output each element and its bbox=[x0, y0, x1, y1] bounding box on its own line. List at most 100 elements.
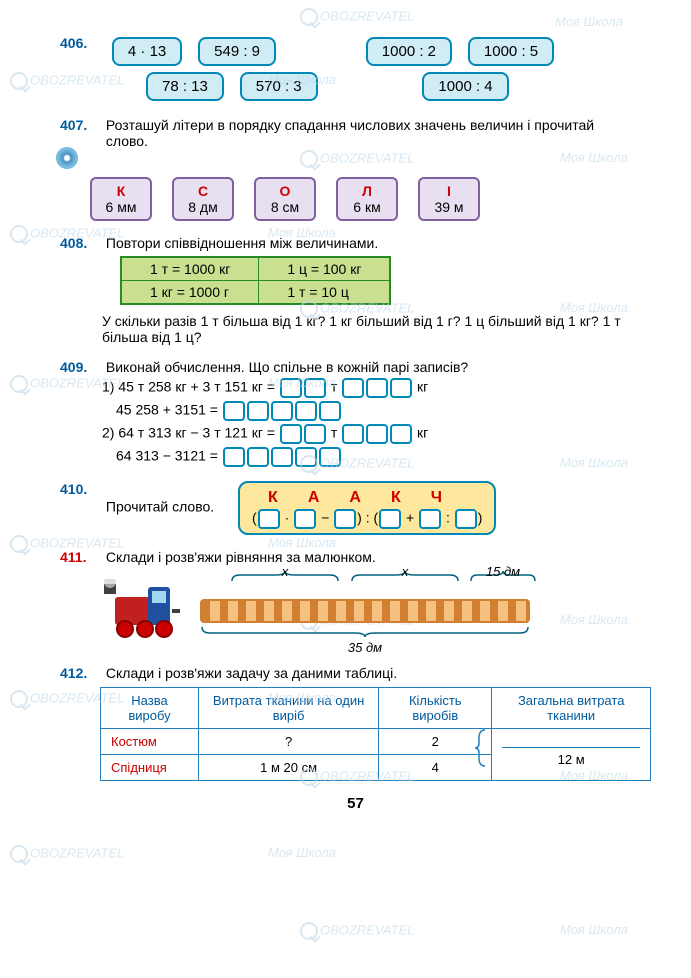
letter-card: Л6 км bbox=[336, 177, 398, 221]
letter-card: С8 дм bbox=[172, 177, 234, 221]
calc-line: 45 258 + 3151 = bbox=[116, 401, 651, 421]
answer-box[interactable] bbox=[271, 401, 293, 421]
watermark: OBOZREVATEL bbox=[300, 8, 414, 26]
letter-card: К6 мм bbox=[90, 177, 152, 221]
answer-box[interactable] bbox=[319, 447, 341, 467]
watermark: Моя Школа bbox=[555, 14, 623, 29]
calc-line: 64 313 − 3121 = bbox=[116, 447, 651, 467]
calc-line: 2) 64 т 313 кг − 3 т 121 кг = т кг bbox=[102, 424, 651, 444]
train-icon bbox=[100, 579, 200, 644]
task-num-409: 409. bbox=[60, 359, 102, 375]
train-diagram: x x 15 дм 35 дм bbox=[100, 571, 651, 651]
table-cell: 1 м 20 см bbox=[199, 755, 379, 781]
table-header: Назва виробу bbox=[101, 688, 199, 729]
expr-box: 78 : 13 bbox=[146, 72, 224, 101]
answer-box[interactable] bbox=[280, 424, 302, 444]
task-409: 409. Виконай обчислення. Що спільне в ко… bbox=[60, 359, 651, 467]
unit: кг bbox=[417, 425, 428, 441]
task-409-text: Виконай обчислення. Що спільне в кожній … bbox=[106, 359, 636, 375]
task-408-q: У скільки разів 1 т більша від 1 кг? 1 к… bbox=[102, 313, 632, 345]
unit-cell: 1 т = 1000 кг bbox=[121, 257, 259, 281]
answer-box[interactable] bbox=[280, 378, 302, 398]
brace-x2: x bbox=[350, 571, 460, 579]
answer-box[interactable] bbox=[366, 378, 388, 398]
answer-box[interactable] bbox=[342, 424, 364, 444]
watermark: Моя Школа bbox=[268, 535, 336, 550]
task-410: 410. Прочитай слово. КААКЧ ( · − ) : ( +… bbox=[60, 481, 651, 535]
task-num-407: 407. bbox=[60, 117, 102, 133]
answer-box[interactable] bbox=[342, 378, 364, 398]
answer-box[interactable] bbox=[304, 424, 326, 444]
word-letter: А bbox=[294, 489, 334, 507]
task-406-row1: 4 · 13 549 : 9 1000 : 2 1000 : 5 bbox=[106, 43, 560, 59]
task-num-410: 410. bbox=[60, 481, 102, 497]
answer-box[interactable] bbox=[304, 378, 326, 398]
table-header: Витрата тканини на один виріб bbox=[199, 688, 379, 729]
expr-box: 549 : 9 bbox=[198, 37, 276, 66]
calc-expr: 45 258 + 3151 = bbox=[116, 402, 218, 418]
unit: кг bbox=[417, 379, 428, 395]
answer-box[interactable] bbox=[223, 447, 245, 467]
task-408-text: Повтори співвідношення між величинами. bbox=[106, 235, 636, 251]
unit: т bbox=[331, 425, 337, 441]
task-407-cards: К6 ммС8 дмО8 смЛ6 кмІ39 м bbox=[80, 177, 651, 221]
answer-box[interactable] bbox=[247, 401, 269, 421]
watermark: OBOZREVATEL bbox=[10, 845, 124, 863]
answer-box[interactable] bbox=[271, 447, 293, 467]
task-406: 406. 4 · 13 549 : 9 1000 : 2 1000 : 5 78… bbox=[60, 35, 651, 103]
units-table: 1 т = 1000 кг1 ц = 100 кг 1 кг = 1000 г1… bbox=[120, 256, 391, 305]
word-letter: К bbox=[377, 489, 415, 507]
answer-box[interactable] bbox=[455, 509, 477, 529]
table-cell-merged: 12 м bbox=[492, 729, 651, 781]
word-letter: К bbox=[254, 489, 292, 507]
table-cell: Спідниця bbox=[101, 755, 199, 781]
answer-box[interactable] bbox=[366, 424, 388, 444]
task-408: 408. Повтори співвідношення між величина… bbox=[60, 235, 651, 345]
task-num-406: 406. bbox=[60, 35, 102, 51]
calc-expr: 2) 64 т 313 кг − 3 т 121 кг = bbox=[102, 425, 275, 441]
task-411-text: Склади і розв'яжи рівняння за малюнком. bbox=[106, 549, 636, 565]
table-header: Кількість виробів bbox=[379, 688, 492, 729]
task-407-text: Розташуй літери в порядку спадання число… bbox=[106, 117, 636, 149]
watermark: OBOZREVATEL bbox=[300, 922, 414, 940]
page-number: 57 bbox=[60, 795, 651, 812]
op: · bbox=[285, 510, 290, 526]
answer-box[interactable] bbox=[294, 509, 316, 529]
table-cell: ? bbox=[199, 729, 379, 755]
fabric-table: Назва виробу Витрата тканини на один вир… bbox=[100, 687, 651, 781]
word-letter: Ч bbox=[417, 489, 456, 507]
answer-box[interactable] bbox=[390, 424, 412, 444]
task-num-411: 411. bbox=[60, 549, 102, 565]
watermark: Моя Школа bbox=[268, 845, 336, 860]
unit-cell: 1 кг = 1000 г bbox=[121, 281, 259, 305]
expr-box: 1000 : 2 bbox=[366, 37, 452, 66]
answer-box[interactable] bbox=[334, 509, 356, 529]
cd-icon bbox=[56, 147, 78, 169]
task-406-row2: 78 : 13 570 : 3 1000 : 4 bbox=[140, 70, 651, 103]
unit-cell: 1 т = 10 ц bbox=[259, 281, 391, 305]
brace-bottom: 35 дм bbox=[200, 625, 530, 655]
expr-box: 1000 : 5 bbox=[468, 37, 554, 66]
answer-box[interactable] bbox=[295, 401, 317, 421]
answer-box[interactable] bbox=[247, 447, 269, 467]
task-412-text: Склади і розв'яжи задачу за даними табли… bbox=[106, 665, 636, 681]
op: + bbox=[406, 510, 414, 526]
task-410-text: Прочитай слово. bbox=[106, 499, 214, 515]
brace-label: 35 дм bbox=[200, 640, 530, 655]
answer-box[interactable] bbox=[258, 509, 280, 529]
word-expr: ( · − ) : ( + : ) bbox=[252, 509, 482, 529]
letter-card: І39 м bbox=[418, 177, 480, 221]
answer-box[interactable] bbox=[223, 401, 245, 421]
unit-cell: 1 ц = 100 кг bbox=[259, 257, 391, 281]
calc-line: 1) 45 т 258 кг + 3 т 151 кг = т кг bbox=[102, 378, 651, 398]
answer-box[interactable] bbox=[379, 509, 401, 529]
calc-expr: 1) 45 т 258 кг + 3 т 151 кг = bbox=[102, 379, 275, 395]
brace-x1: x bbox=[230, 571, 340, 579]
expr-box: 570 : 3 bbox=[240, 72, 318, 101]
answer-box[interactable] bbox=[319, 401, 341, 421]
unit: т bbox=[331, 379, 337, 395]
answer-box[interactable] bbox=[295, 447, 317, 467]
task-412: 412. Склади і розв'яжи задачу за даними … bbox=[60, 665, 651, 781]
answer-box[interactable] bbox=[390, 378, 412, 398]
answer-box[interactable] bbox=[419, 509, 441, 529]
